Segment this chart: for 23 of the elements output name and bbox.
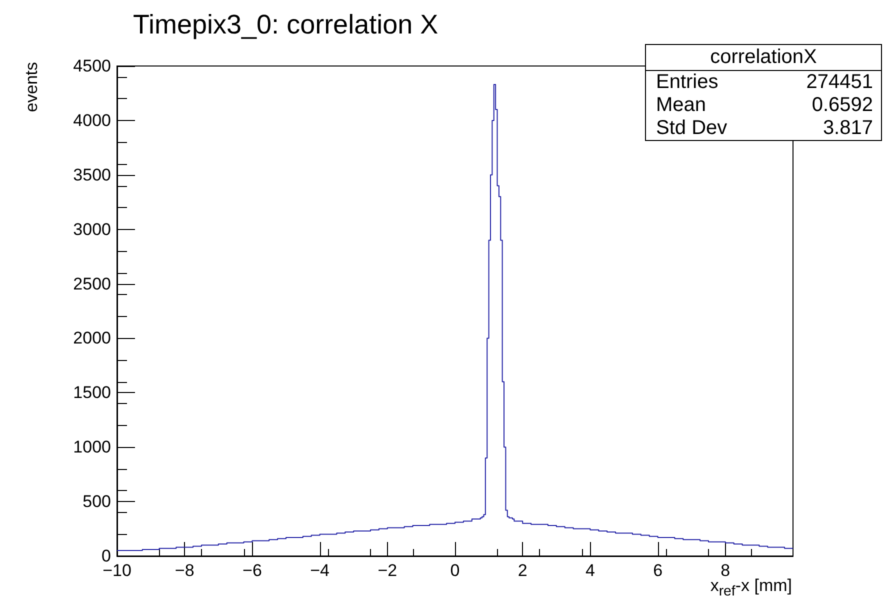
y-tick-label: 4500 [73, 56, 111, 76]
x-tick-label: −8 [174, 561, 194, 580]
y-tick-label: 1000 [73, 438, 111, 457]
y-tick-label: 3000 [73, 220, 111, 239]
y-tick-label: 4000 [73, 110, 111, 130]
x-tick-label: 2 [518, 561, 528, 580]
x-tick-label: −4 [310, 561, 330, 580]
chart-title: Timepix3_0: correlation X [133, 10, 438, 40]
annotation: correlationX [646, 45, 881, 71]
text: Std Dev 3.817 [656, 117, 873, 139]
x-tick-label: 0 [450, 561, 460, 580]
y-tick-label: 1500 [73, 383, 111, 402]
x-tick-label: −2 [378, 561, 398, 580]
text: Mean 0.6592 [656, 94, 873, 116]
y-tick-label: 3500 [73, 165, 111, 184]
x-tick-label: −6 [242, 561, 262, 580]
x-tick-label: 4 [585, 561, 595, 580]
y-tick-label: 2000 [73, 328, 111, 348]
y-tick-label: 2500 [73, 274, 111, 294]
y-axis-title: events [22, 62, 42, 112]
y-tick-label: 500 [82, 492, 111, 512]
text: Entries 274451 [656, 71, 873, 93]
x-tick-label: 6 [653, 561, 663, 580]
